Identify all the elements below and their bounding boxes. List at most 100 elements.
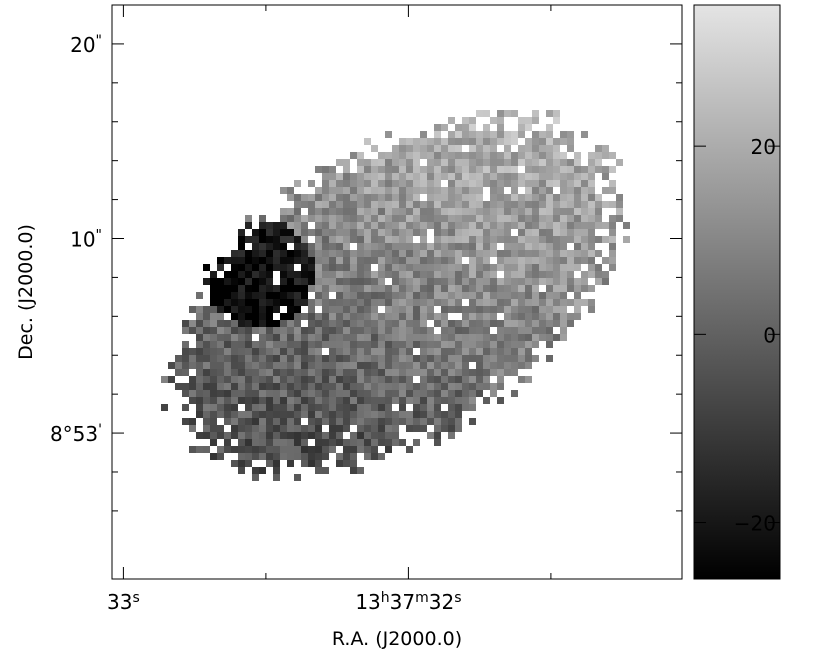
map-pixel (329, 187, 336, 194)
map-pixel (455, 124, 462, 131)
map-pixel (560, 215, 567, 222)
map-pixel (238, 320, 245, 327)
map-pixel (525, 180, 532, 187)
map-pixel (539, 271, 546, 278)
map-pixel (413, 320, 420, 327)
map-pixel (413, 313, 420, 320)
map-pixel (245, 397, 252, 404)
map-pixel (448, 250, 455, 257)
map-pixel (301, 376, 308, 383)
map-pixel (217, 334, 224, 341)
map-pixel (420, 152, 427, 159)
map-pixel (357, 222, 364, 229)
map-pixel (532, 166, 539, 173)
map-pixel (252, 278, 259, 285)
map-pixel (245, 306, 252, 313)
map-pixel (294, 215, 301, 222)
map-pixel (560, 285, 567, 292)
map-pixel (427, 313, 434, 320)
map-pixel (287, 411, 294, 418)
map-pixel (245, 285, 252, 292)
map-pixel (343, 187, 350, 194)
map-pixel (462, 250, 469, 257)
map-pixel (357, 236, 364, 243)
map-pixel (455, 425, 462, 432)
map-pixel (252, 439, 259, 446)
map-pixel (273, 404, 280, 411)
map-pixel (238, 250, 245, 257)
map-pixel (427, 390, 434, 397)
map-pixel (252, 236, 259, 243)
map-pixel (357, 292, 364, 299)
map-pixel (161, 404, 168, 411)
map-pixel (217, 425, 224, 432)
map-pixel (371, 404, 378, 411)
map-pixel (427, 145, 434, 152)
map-pixel (343, 341, 350, 348)
map-pixel (406, 334, 413, 341)
map-pixel (399, 334, 406, 341)
map-pixel (462, 369, 469, 376)
colorbar-tick-label: 0 (763, 323, 776, 347)
map-pixel (294, 390, 301, 397)
map-pixel (490, 229, 497, 236)
map-pixel (448, 348, 455, 355)
map-pixel (581, 271, 588, 278)
map-pixel (378, 236, 385, 243)
map-pixel (560, 243, 567, 250)
map-pixel (539, 243, 546, 250)
map-pixel (595, 250, 602, 257)
map-pixel (469, 390, 476, 397)
map-pixel (357, 397, 364, 404)
map-pixel (441, 390, 448, 397)
map-pixel (413, 222, 420, 229)
map-pixel (518, 208, 525, 215)
map-pixel (350, 236, 357, 243)
map-pixel (217, 446, 224, 453)
map-pixel (371, 425, 378, 432)
map-pixel (539, 229, 546, 236)
map-pixel (427, 327, 434, 334)
map-pixel (245, 439, 252, 446)
map-pixel (385, 152, 392, 159)
map-pixel (322, 250, 329, 257)
map-pixel (385, 376, 392, 383)
map-pixel (420, 131, 427, 138)
map-pixel (420, 327, 427, 334)
map-pixel (553, 215, 560, 222)
map-pixel (231, 390, 238, 397)
map-pixel (609, 152, 616, 159)
map-pixel (413, 250, 420, 257)
map-pixel (231, 446, 238, 453)
map-pixel (343, 453, 350, 460)
map-pixel (420, 390, 427, 397)
map-pixel (350, 320, 357, 327)
map-pixel (553, 236, 560, 243)
map-pixel (210, 348, 217, 355)
map-pixel (336, 327, 343, 334)
map-pixel (287, 383, 294, 390)
map-pixel (392, 145, 399, 152)
map-pixel (322, 383, 329, 390)
map-pixel (553, 173, 560, 180)
map-pixel (252, 243, 259, 250)
map-pixel (392, 432, 399, 439)
map-pixel (490, 166, 497, 173)
map-pixel (343, 383, 350, 390)
map-pixel (343, 376, 350, 383)
map-pixel (350, 313, 357, 320)
map-pixel (553, 152, 560, 159)
map-pixel (441, 397, 448, 404)
map-pixel (217, 404, 224, 411)
map-pixel (245, 257, 252, 264)
map-pixel (238, 278, 245, 285)
map-pixel (259, 229, 266, 236)
map-pixel (399, 306, 406, 313)
map-pixel (217, 453, 224, 460)
map-pixel (525, 187, 532, 194)
map-pixel (210, 439, 217, 446)
map-pixel (406, 271, 413, 278)
map-pixel (231, 411, 238, 418)
map-pixel (336, 299, 343, 306)
map-pixel (441, 124, 448, 131)
